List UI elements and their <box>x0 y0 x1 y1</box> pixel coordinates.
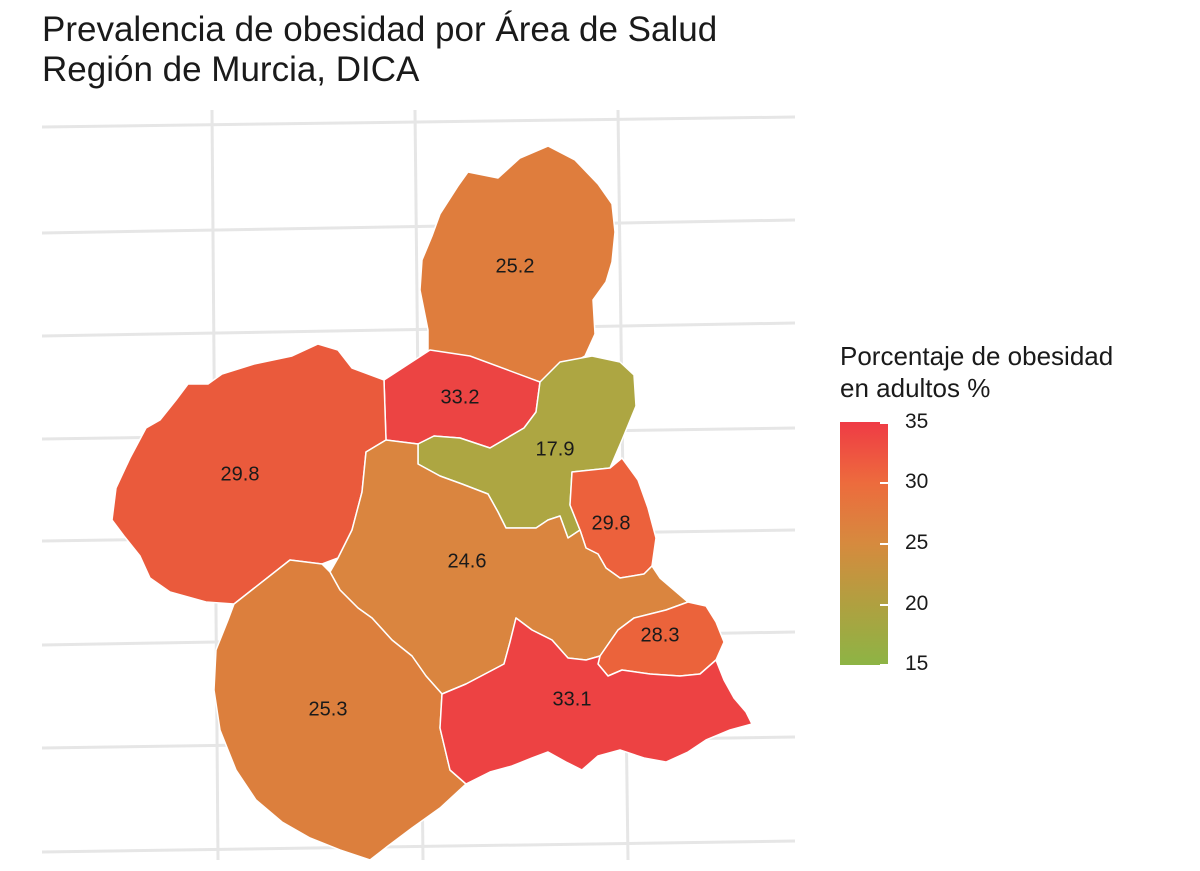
legend-title-line1: Porcentaje de obesidad <box>840 341 1114 371</box>
area-label-south-coast: 33.1 <box>553 688 592 710</box>
area-label-center-north: 33.2 <box>441 386 480 408</box>
chart-subtitle: Región de Murcia, DICA <box>42 50 420 89</box>
chart-title-block: Prevalencia de obesidad por Área de Salu… <box>42 10 717 90</box>
legend-tick-30: 30 <box>905 470 929 493</box>
area-label-center: 24.6 <box>448 550 487 572</box>
grid-line-h3 <box>41 321 796 338</box>
legend-tick-mark-15 <box>880 664 888 666</box>
chart-title: Prevalencia de obesidad por Área de Salu… <box>42 10 718 49</box>
legend-tick-35: 35 <box>905 410 929 433</box>
region-map: 25.2 33.2 17.9 29.8 29.8 24.6 25.3 28.3 … <box>41 109 796 861</box>
area-label-east: 29.8 <box>592 512 631 534</box>
grid-line-h8 <box>41 839 796 854</box>
area-label-west: 29.8 <box>221 463 260 485</box>
legend-tick-15: 15 <box>905 652 929 675</box>
legend-tick-25: 25 <box>905 531 929 554</box>
area-region-south-coast <box>439 617 753 785</box>
area-label-coast-east: 28.3 <box>641 624 680 646</box>
legend-tick-mark-30 <box>880 482 888 484</box>
legend-tick-mark-25 <box>880 543 888 545</box>
grid-line-h2 <box>41 218 796 235</box>
legend-tick-mark-35 <box>880 422 888 424</box>
area-label-north: 25.2 <box>496 255 535 277</box>
area-labels: 25.2 33.2 17.9 29.8 29.8 24.6 25.3 28.3 … <box>221 255 680 720</box>
area-region-north <box>419 145 616 383</box>
legend-tick-20: 20 <box>905 592 929 615</box>
area-label-vega-media: 17.9 <box>536 438 575 460</box>
legend-tick-mark-20 <box>880 604 888 606</box>
area-label-southwest: 25.3 <box>309 698 348 720</box>
legend-title-line2: en adultos % <box>840 373 991 403</box>
area-region-southwest <box>213 559 467 861</box>
grid-line-h1 <box>41 115 796 129</box>
legend-title: Porcentaje de obesidad en adultos % <box>840 340 1113 404</box>
